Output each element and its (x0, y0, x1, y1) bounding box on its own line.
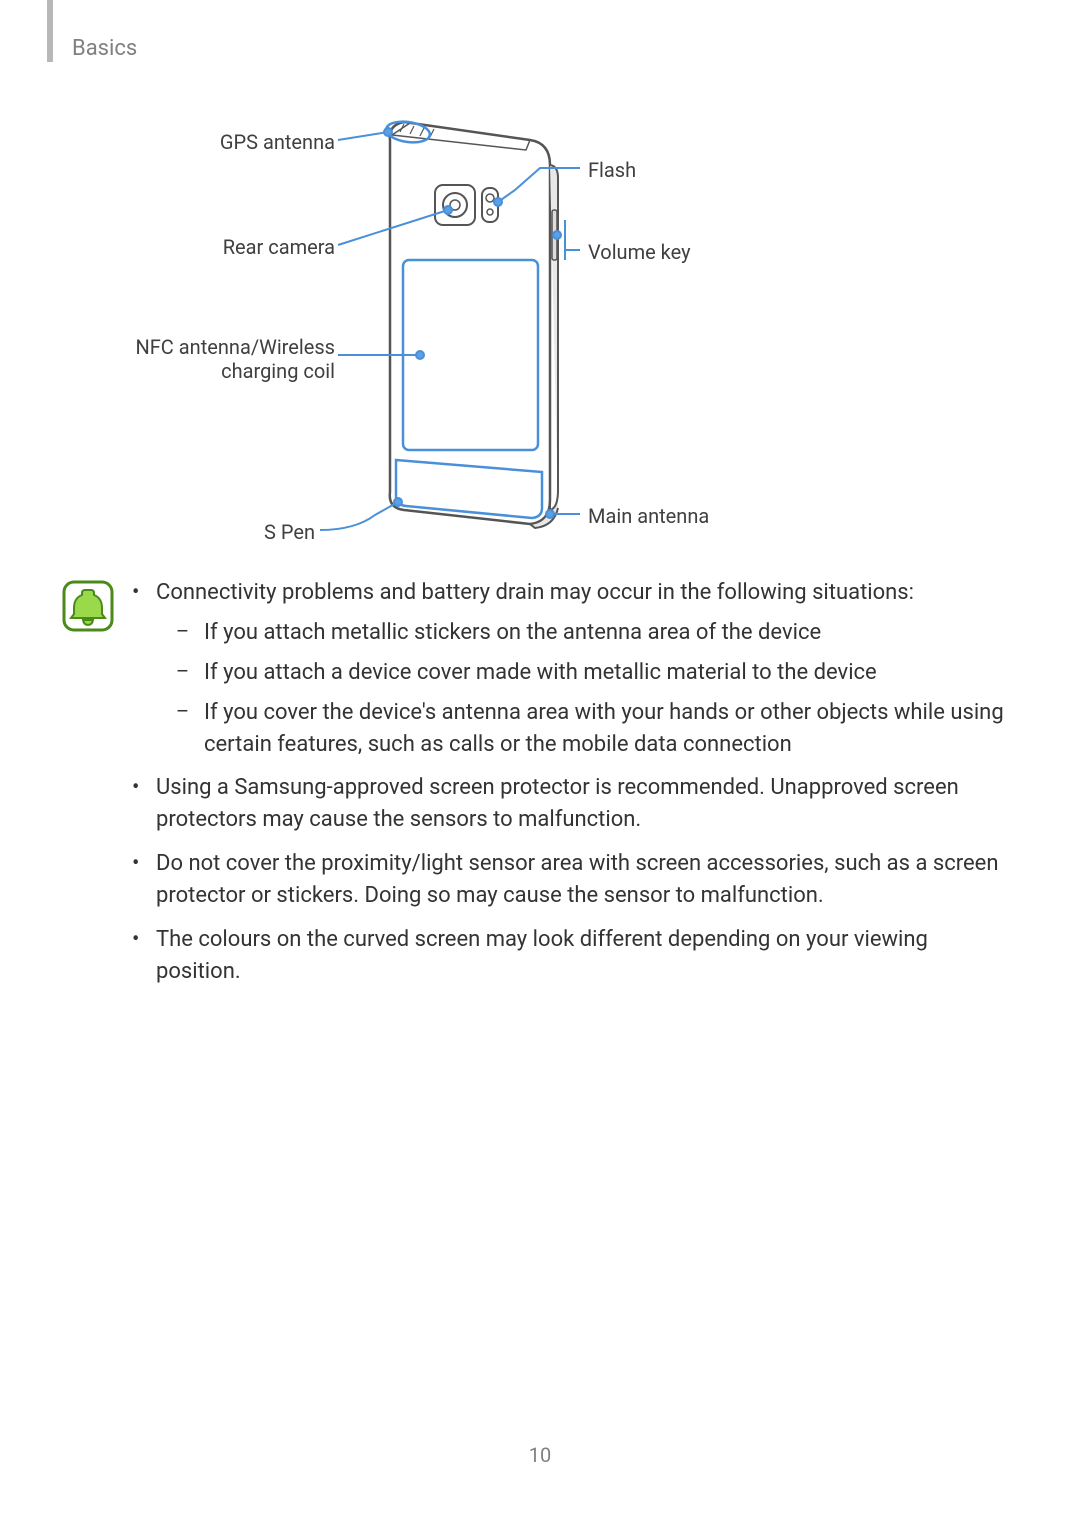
bullet-proximity-sensor: Do not cover the proximity/light sensor … (128, 848, 1008, 912)
device-diagram: GPS antenna Rear camera NFC antenna/Wire… (120, 110, 880, 560)
label-s-pen: S Pen (120, 520, 315, 544)
bullet-screen-protector: Using a Samsung-approved screen protecto… (128, 772, 1008, 836)
header-accent-bar (47, 0, 53, 62)
sub-bullet: If you cover the device's antenna area w… (156, 697, 1008, 761)
label-nfc-wireless: NFC antenna/Wireless charging coil (120, 335, 335, 383)
label-main-antenna: Main antenna (588, 504, 788, 528)
note-icon (62, 580, 114, 632)
sub-bullet: If you attach metallic stickers on the a… (156, 617, 1008, 649)
bullet-curved-screen: The colours on the curved screen may loo… (128, 924, 1008, 988)
label-rear-camera: Rear camera (120, 235, 335, 259)
page-section-title: Basics (72, 36, 137, 61)
label-volume-key: Volume key (588, 240, 788, 264)
bullet-text: Connectivity problems and battery drain … (156, 580, 914, 605)
page-number: 10 (0, 1443, 1080, 1467)
bullet-connectivity: Connectivity problems and battery drain … (128, 577, 1008, 760)
label-gps-antenna: GPS antenna (120, 130, 335, 154)
sub-bullet: If you attach a device cover made with m… (156, 657, 1008, 689)
note-content: Connectivity problems and battery drain … (128, 577, 1008, 1000)
label-flash: Flash (588, 158, 788, 182)
